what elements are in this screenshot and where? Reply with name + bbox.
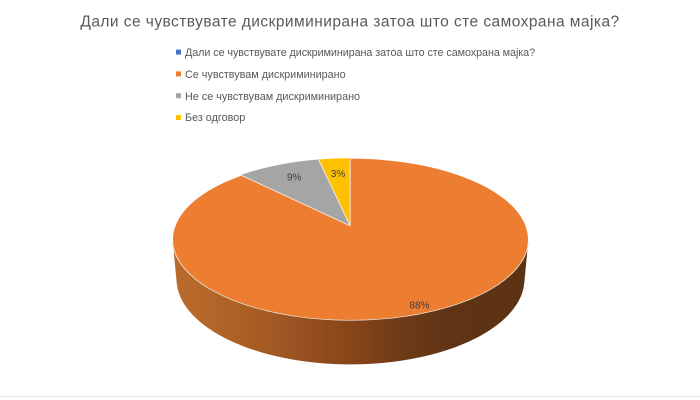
svg-text:88%: 88% bbox=[409, 300, 429, 311]
svg-text:9%: 9% bbox=[287, 172, 302, 183]
svg-text:Дали се чувствувате дискримини: Дали се чувствувате дискриминирана затоа… bbox=[80, 13, 619, 30]
svg-text:Без одговор: Без одговор bbox=[185, 112, 245, 124]
svg-text:Дали се чувствувате дискримини: Дали се чувствувате дискриминирана затоа… bbox=[185, 47, 535, 59]
svg-text:3%: 3% bbox=[331, 169, 346, 180]
svg-text:Не се чувствувам дискриминиран: Не се чувствувам дискриминирано bbox=[185, 91, 360, 103]
svg-text:Се чувствувам дискриминирано: Се чувствувам дискриминирано bbox=[185, 69, 346, 81]
